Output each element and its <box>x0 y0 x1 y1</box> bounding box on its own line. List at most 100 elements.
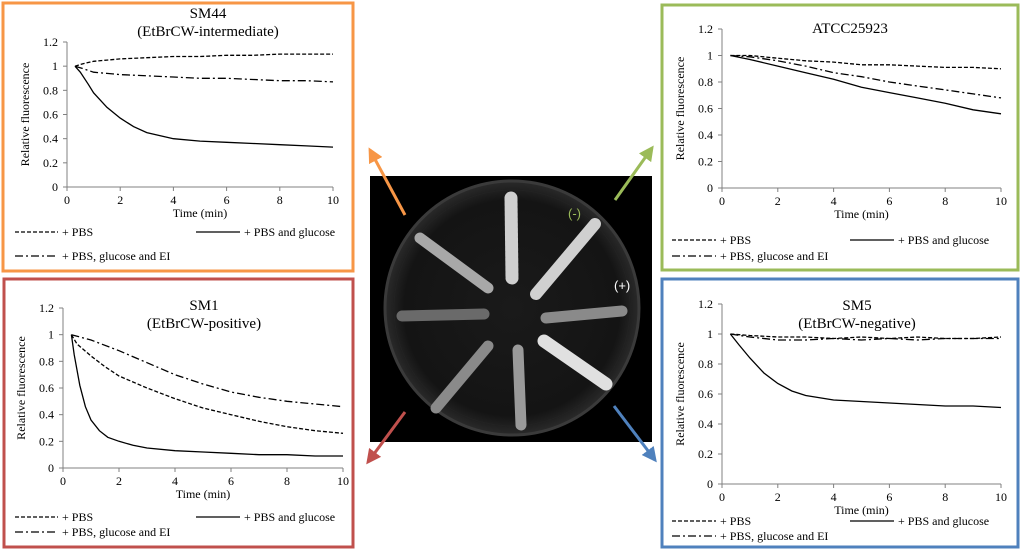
sm1-arrow <box>366 411 407 465</box>
sm5-y-tick-label: 0 <box>707 477 713 491</box>
sm44-y-tick-label: 0.6 <box>43 108 58 122</box>
sm5-panel-frame <box>660 277 1020 549</box>
atcc-y-axis-label: Relative fluorescence <box>673 57 687 161</box>
atcc-y-tick-label: 0.4 <box>698 128 713 142</box>
atcc-chart: 0 0.2 0.4 0.6 0.8 1 1.2 0 2 4 6 8 10 Time (min) Relati… <box>672 21 1007 263</box>
sm1-x-tick-label: 4 <box>172 474 178 488</box>
atcc-x-tick-label: 6 <box>886 194 892 208</box>
sm5-arrow <box>612 405 657 463</box>
atcc-series-dashed <box>730 54 1002 70</box>
atcc-y-tick-label: 0 <box>707 181 713 195</box>
atcc-y-tick-label: 0.8 <box>698 75 713 89</box>
sm44-arrow <box>368 147 407 216</box>
sm44-x-tick-label: 4 <box>170 193 176 207</box>
sm1-series-dashdot <box>71 334 344 408</box>
atcc-arrow <box>613 145 654 201</box>
sm44-x-tick-label: 8 <box>277 193 283 207</box>
atcc-y-tick-label: 0.2 <box>698 155 713 169</box>
atcc-panel-frame <box>660 3 1020 272</box>
sm5-y-axis-label: Relative fluorescence <box>673 342 687 446</box>
atcc-x-tick-label: 10 <box>995 194 1007 208</box>
sm44-legend-label: + PBS, glucose and EI <box>62 249 170 263</box>
sm44-y-tick-label: 0.2 <box>43 156 58 170</box>
atcc-x-tick-label: 4 <box>831 194 837 208</box>
sm5-y-tick-label: 1.2 <box>698 297 713 311</box>
sm5-x-tick-label: 10 <box>995 490 1007 504</box>
sm1-y-axis-label: Relative fluorescence <box>14 336 28 440</box>
atcc-x-axis-label: Time (min) <box>834 207 889 221</box>
sm5-series-solid <box>729 333 1002 409</box>
atcc-y-tick-label: 1.2 <box>698 22 713 36</box>
sm5-chart: 0 0.2 0.4 0.6 0.8 1 1.2 0 2 4 6 8 10 Time (min) Relati… <box>672 297 1007 543</box>
sm1-x-tick-label: 8 <box>284 474 290 488</box>
sm44-y-axis-label: Relative fluorescence <box>18 63 32 167</box>
sm1-subtitle: (EtBrCW-positive) <box>147 316 261 332</box>
sm44-x-tick-label: 2 <box>117 193 123 207</box>
sm44-x-tick-label: 6 <box>224 193 230 207</box>
sm44-x-axis-label: Time (min) <box>173 206 228 220</box>
sm5-y-tick-label: 0.6 <box>698 387 713 401</box>
sm1-legend-label: + PBS, glucose and EI <box>62 525 170 539</box>
sm44-chart: 0 0.2 0.4 0.6 0.8 1 1.2 0 2 4 6 8 10 Time (min) Relati… <box>15 6 339 263</box>
sm1-legend-label: + PBS <box>62 510 93 524</box>
sm44-legend-label: + PBS and glucose <box>244 225 335 239</box>
sm1-chart: 0 0.2 0.4 0.6 0.8 1 1.2 0 2 4 6 8 10 Time (min) Relati… <box>14 298 349 539</box>
plate-positive-label: (+) <box>614 278 630 293</box>
atcc-y-tick-label: 1 <box>707 49 713 63</box>
sm1-panel-frame <box>2 277 355 549</box>
sm44-y-tick-label: 0.8 <box>43 83 58 97</box>
sm1-y-tick-label: 0.4 <box>39 408 54 422</box>
sm1-x-axis-label: Time (min) <box>176 487 231 501</box>
atcc-x-tick-label: 0 <box>719 194 725 208</box>
sm5-x-tick-label: 4 <box>831 490 837 504</box>
atcc-series-dashdot <box>730 54 1002 99</box>
sm1-x-tick-label: 10 <box>337 474 349 488</box>
atcc-y-tick-label: 0.6 <box>698 102 713 116</box>
sm5-x-tick-label: 0 <box>719 490 725 504</box>
sm1-x-tick-label: 0 <box>60 474 66 488</box>
plate-negative-label: (-) <box>568 206 581 221</box>
sm5-series-dashdot <box>730 333 1001 341</box>
sm44-y-tick-label: 0.4 <box>43 132 58 146</box>
sm1-y-tick-label: 1 <box>48 328 54 342</box>
sm44-x-tick-label: 10 <box>327 193 339 207</box>
sm44-legend-label: + PBS <box>62 225 93 239</box>
sm5-y-tick-label: 0.2 <box>698 447 713 461</box>
sm1-series-solid <box>70 334 343 457</box>
sm5-legend-label: + PBS, glucose and EI <box>720 529 828 543</box>
sm44-y-tick-label: 1.2 <box>43 35 58 49</box>
sm5-x-tick-label: 6 <box>886 490 892 504</box>
sm5-subtitle: (EtBrCW-negative) <box>798 316 915 332</box>
sm1-y-tick-label: 0.8 <box>39 354 54 368</box>
sm44-x-tick-label: 0 <box>64 193 70 207</box>
sm5-legend-label: + PBS <box>720 514 751 528</box>
sm1-y-tick-label: 0.2 <box>39 434 54 448</box>
sm5-y-tick-label: 1 <box>707 327 713 341</box>
sm44-title: SM44 <box>190 6 227 22</box>
agar-plate-image: (-) (+) <box>370 176 652 442</box>
sm5-x-axis-label: Time (min) <box>834 503 889 517</box>
atcc-x-tick-label: 8 <box>942 194 948 208</box>
sm1-title: SM1 <box>189 298 218 314</box>
atcc-legend-label: + PBS and glucose <box>898 233 989 247</box>
atcc-title: ATCC25923 <box>812 21 888 37</box>
sm44-y-tick-label: 0 <box>52 180 58 194</box>
sm5-title: SM5 <box>842 298 871 314</box>
atcc-x-tick-label: 2 <box>775 194 781 208</box>
sm1-legend-label: + PBS and glucose <box>244 510 335 524</box>
sm44-series-dashed <box>74 53 333 67</box>
sm5-x-tick-label: 8 <box>942 490 948 504</box>
sm1-y-tick-label: 0 <box>48 461 54 475</box>
sm1-y-tick-label: 0.6 <box>39 381 54 395</box>
sm5-y-tick-label: 0.8 <box>698 357 713 371</box>
sm1-x-tick-label: 2 <box>116 474 122 488</box>
sm1-y-tick-label: 1.2 <box>39 301 54 315</box>
atcc-legend-label: + PBS <box>720 233 751 247</box>
sm5-y-tick-label: 0.4 <box>698 417 713 431</box>
sm44-panel-frame <box>1 1 355 273</box>
sm5-legend-label: + PBS and glucose <box>898 514 989 528</box>
sm44-subtitle: (EtBrCW-intermediate) <box>137 24 279 40</box>
sm1-x-tick-label: 6 <box>228 474 234 488</box>
sm44-series-dashdot <box>74 65 334 83</box>
